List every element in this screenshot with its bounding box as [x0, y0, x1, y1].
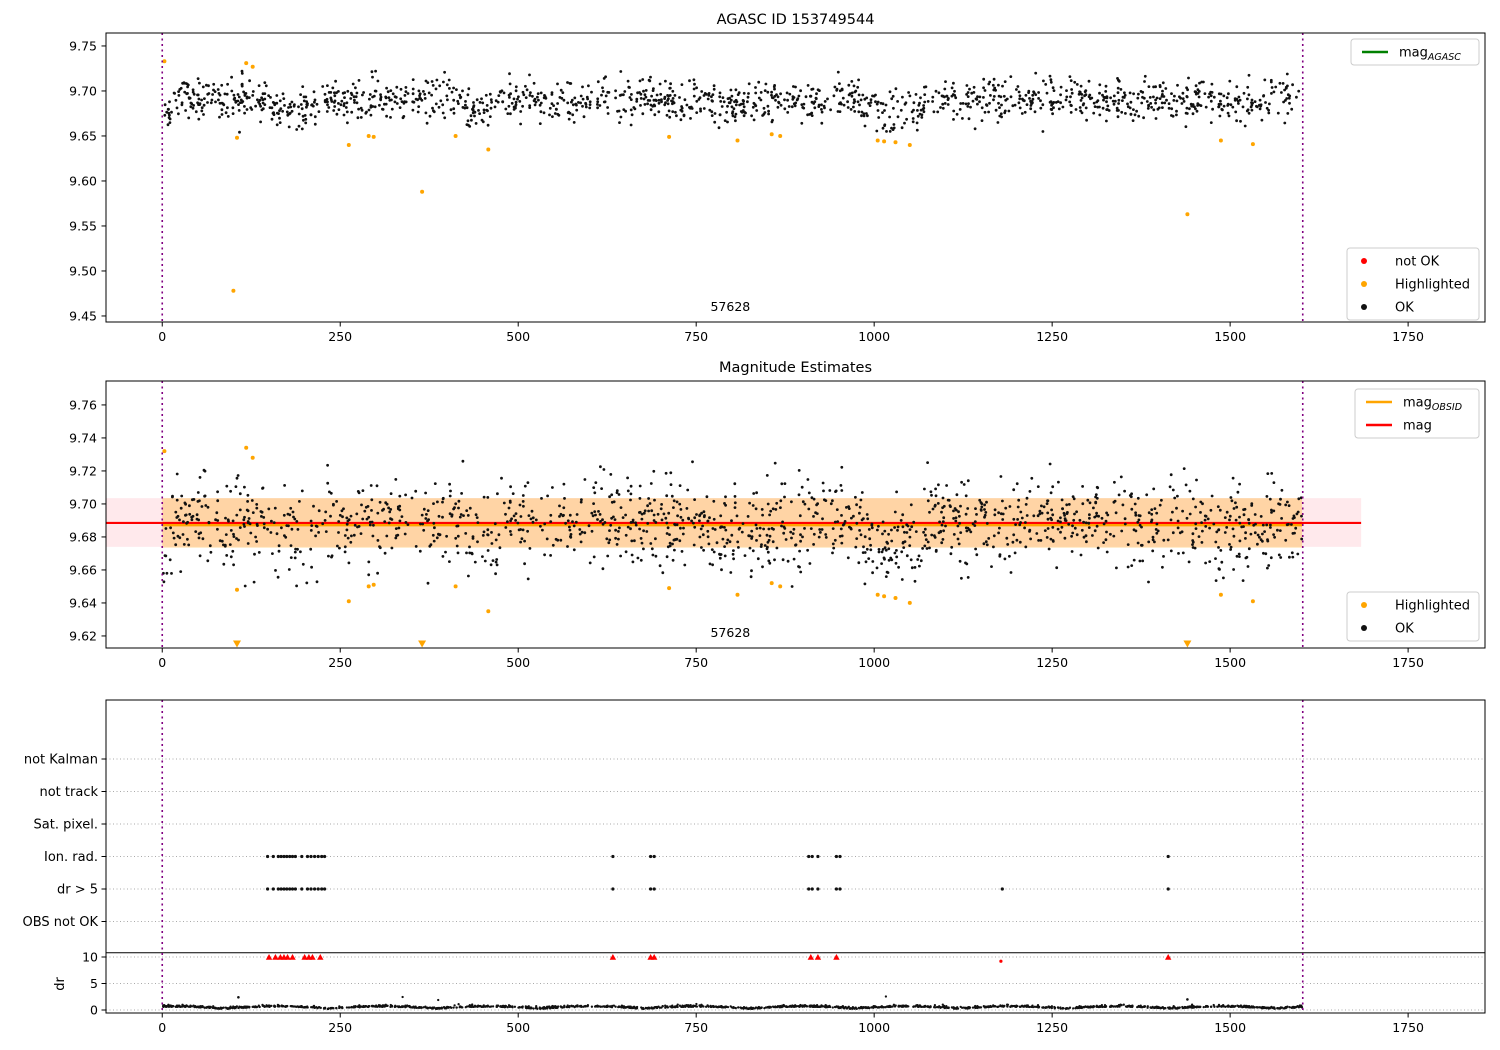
- x-tick-label: 500: [506, 1020, 530, 1035]
- dr-axis-label: dr: [53, 977, 68, 991]
- x-tick-label: 1500: [1214, 1020, 1246, 1035]
- dr-tick-label: 5: [90, 976, 98, 991]
- legend-dot-sample: [1361, 625, 1367, 631]
- y-tick-label: 9.66: [69, 562, 97, 577]
- legend-point-quality: not OK Highlighted OK: [1346, 247, 1480, 321]
- obsid-annotation: 57628: [710, 625, 750, 640]
- x-tick-label: 1750: [1392, 1020, 1424, 1035]
- dr-tick-label: 10: [82, 950, 98, 965]
- x-tick-label: 1000: [858, 329, 890, 344]
- y-tick-label: 9.74: [69, 430, 97, 445]
- x-tick-label: 0: [158, 329, 166, 344]
- y-tick-label: 9.64: [69, 595, 97, 610]
- x-tick-label: 1000: [858, 655, 890, 670]
- x-tick-label: 250: [328, 329, 352, 344]
- highlighted-scatter: [162, 445, 1255, 648]
- legend-mag-agasc: magAGASC: [1350, 38, 1480, 66]
- plot-title: Magnitude Estimates: [719, 360, 872, 376]
- x-tick-label: 500: [506, 329, 530, 344]
- x-tick-label: 1250: [1036, 1020, 1068, 1035]
- ok-scatter: [162, 459, 1304, 588]
- clipped-low-marker: [232, 640, 241, 648]
- legend-box: [1350, 38, 1480, 66]
- legend-box: [1346, 591, 1480, 642]
- x-tick-label: 1750: [1392, 655, 1424, 670]
- dr-tick-label: 0: [90, 1003, 98, 1018]
- plot-spines: [105, 32, 1486, 323]
- legend-label: OK: [1395, 622, 1414, 637]
- x-tick-label: 500: [506, 655, 530, 670]
- x-tick-label: 1250: [1036, 655, 1068, 670]
- y-tick-label: 9.50: [69, 263, 97, 278]
- y-tick-label: 9.45: [69, 308, 97, 323]
- clipped-low-marker: [1183, 640, 1192, 648]
- x-tick-label: 0: [158, 1020, 166, 1035]
- highlighted-scatter: [162, 59, 1255, 293]
- legend-point-quality-2: Highlighted OK: [1346, 591, 1480, 642]
- y-tick-label: 9.70: [69, 496, 97, 511]
- flag-category-label: Sat. pixel.: [34, 818, 98, 833]
- ok-scatter: [163, 69, 1301, 134]
- grid-lines: [106, 758, 1485, 1011]
- legend-dot-sample: [1361, 281, 1367, 287]
- y-tick-label: 9.75: [69, 38, 97, 53]
- flag-category-label: Ion. rad.: [44, 850, 98, 865]
- x-axis: 0 250 500 750 1000 1250 1500 1750: [158, 648, 1424, 670]
- x-tick-label: 250: [328, 1020, 352, 1035]
- legend-label: Highlighted: [1395, 599, 1470, 614]
- flag-y-axis: not Kalman not track Sat. pixel. Ion. rad. d…: [23, 753, 106, 1018]
- x-tick-label: 750: [684, 329, 708, 344]
- y-axis: 9.45 9.50 9.55 9.60 9.65 9.70 9.75: [69, 38, 106, 323]
- plot-spines: [105, 380, 1486, 649]
- flag-scatter: [266, 854, 1170, 891]
- legend-dot-sample: [1361, 602, 1367, 608]
- legend-dot-sample: [1361, 258, 1367, 264]
- flag-category-label: OBS not OK: [23, 915, 99, 930]
- x-tick-label: 750: [684, 655, 708, 670]
- x-axis: 0 250 500 750 1000 1250 1500 1750: [158, 1013, 1424, 1035]
- plot-title: AGASC ID 153749544: [717, 12, 875, 28]
- y-tick-label: 9.60: [69, 173, 97, 188]
- y-tick-label: 9.62: [69, 628, 97, 643]
- y-tick-label: 9.68: [69, 529, 97, 544]
- y-tick-label: 9.70: [69, 83, 97, 98]
- obsid-annotation: 57628: [710, 299, 750, 314]
- flag-category-label: dr > 5: [57, 883, 98, 898]
- flag-category-label: not Kalman: [24, 753, 98, 768]
- legend-label: OK: [1395, 301, 1414, 316]
- x-axis: 0 250 500 750 1000 1250 1500 1750: [158, 322, 1424, 344]
- x-tick-label: 750: [684, 1020, 708, 1035]
- legend-label: Highlighted: [1395, 278, 1470, 293]
- x-tick-label: 0: [158, 655, 166, 670]
- clipped-low-marker: [418, 640, 427, 648]
- legend-box: [1346, 247, 1480, 321]
- legend-label: not OK: [1395, 255, 1440, 270]
- flag-category-label: not track: [39, 785, 98, 800]
- y-tick-label: 9.76: [69, 397, 97, 412]
- x-tick-label: 1750: [1392, 329, 1424, 344]
- x-tick-label: 1250: [1036, 329, 1068, 344]
- y-axis: 9.62 9.64 9.66 9.68 9.70 9.72 9.74 9.76: [69, 397, 106, 643]
- dr-scatter: [162, 995, 1304, 1011]
- legend-dot-sample: [1361, 304, 1367, 310]
- y-tick-label: 9.72: [69, 463, 97, 478]
- dr-clipped-scatter: [265, 954, 1172, 963]
- y-tick-label: 9.65: [69, 128, 97, 143]
- x-tick-label: 1500: [1214, 655, 1246, 670]
- x-tick-label: 1000: [858, 1020, 890, 1035]
- x-tick-label: 1500: [1214, 329, 1246, 344]
- legend-label: mag: [1403, 419, 1432, 434]
- x-tick-label: 250: [328, 655, 352, 670]
- y-tick-label: 9.55: [69, 218, 97, 233]
